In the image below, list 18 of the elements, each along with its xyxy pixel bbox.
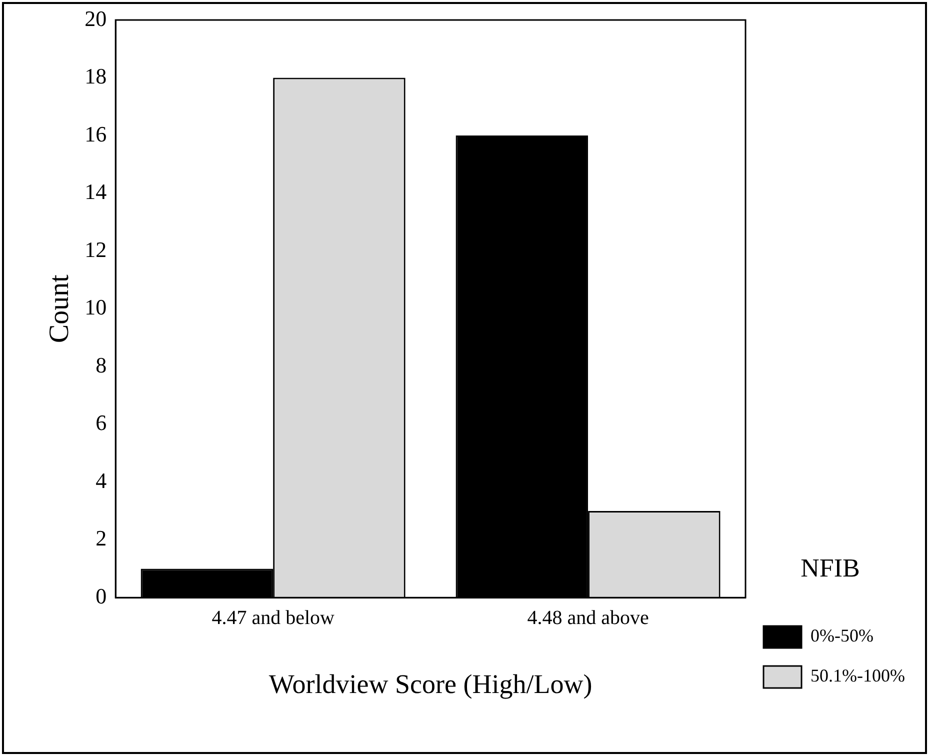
y-tick-label: 20 xyxy=(84,6,107,31)
y-tick-label: 10 xyxy=(84,294,107,320)
legend-label: 50.1%-100% xyxy=(810,666,906,686)
x-tick-label: 4.48 and above xyxy=(527,606,649,629)
y-tick-label: 4 xyxy=(96,468,107,493)
y-tick-label: 14 xyxy=(84,179,107,204)
y-tick-label: 0 xyxy=(96,583,107,608)
x-axis-title: Worldview Score (High/Low) xyxy=(268,668,592,699)
y-tick-label: 2 xyxy=(96,526,107,551)
y-tick-label: 18 xyxy=(84,64,107,89)
y-axis-title: Count xyxy=(44,274,76,344)
y-tick-label: 16 xyxy=(84,121,107,146)
y-tick-label: 6 xyxy=(96,410,107,436)
legend-label: 0%-50% xyxy=(810,626,874,646)
x-tick-label: 4.47 and below xyxy=(212,606,336,629)
legend-title: NFIB xyxy=(800,554,860,583)
y-tick-label: 8 xyxy=(96,352,107,378)
y-tick-label: 12 xyxy=(84,236,107,262)
